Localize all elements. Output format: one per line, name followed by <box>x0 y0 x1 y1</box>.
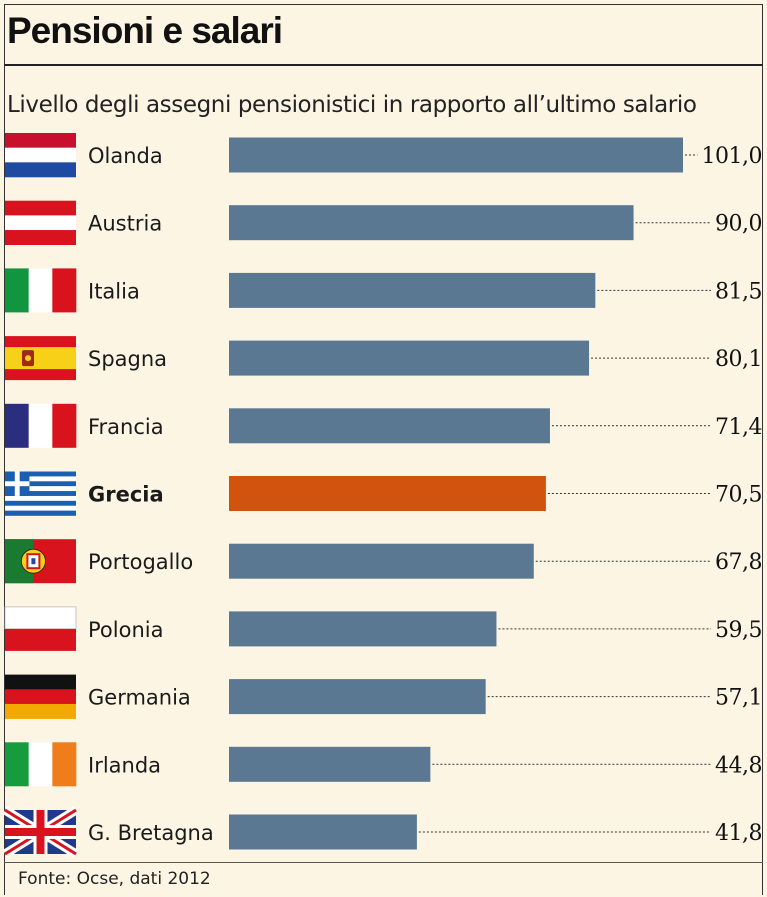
bar-polonia <box>229 611 497 647</box>
value-label-francia: 71,4 <box>715 415 762 440</box>
category-label-grecia: Grecia <box>88 483 164 507</box>
bar-austria <box>229 205 634 241</box>
category-label-spagna: Spagna <box>88 347 167 371</box>
category-label-austria: Austria <box>88 212 162 236</box>
bar-germania <box>229 679 486 715</box>
chart-frame <box>4 4 763 895</box>
category-label-g-bretagna: G. Bretagna <box>88 821 214 845</box>
value-label-polonia: 59,5 <box>715 618 762 643</box>
value-label-olanda: 101,0 <box>702 144 762 169</box>
bar-italia <box>229 272 596 308</box>
chart-title: Pensioni e salari <box>7 10 283 51</box>
flag-ireland-icon <box>5 742 77 787</box>
category-label-italia: Italia <box>88 279 140 303</box>
value-label-austria: 90,0 <box>715 212 762 237</box>
category-label-irlanda: Irlanda <box>88 753 161 777</box>
category-label-polonia: Polonia <box>88 618 163 642</box>
flag-poland-icon <box>4 606 77 651</box>
flag-italy-icon <box>5 268 77 313</box>
bar-g-bretagna <box>229 814 417 850</box>
value-label-portogallo: 67,8 <box>715 550 762 575</box>
flag-greece-icon <box>5 471 76 516</box>
value-label-germania: 57,1 <box>715 686 762 711</box>
bar-francia <box>229 408 550 444</box>
flag-austria-icon <box>5 200 76 245</box>
flag-portugal-icon <box>5 539 76 584</box>
bar-olanda <box>229 137 683 173</box>
bar-grecia <box>229 476 546 511</box>
value-label-italia: 81,5 <box>715 279 762 304</box>
category-label-portogallo: Portogallo <box>88 550 193 574</box>
category-label-francia: Francia <box>88 415 164 439</box>
value-label-grecia: 70,5 <box>715 483 762 508</box>
flag-united-kingdom-icon <box>2 806 79 858</box>
flag-netherlands-icon <box>5 133 76 178</box>
flag-france-icon <box>5 403 77 448</box>
category-label-germania: Germania <box>88 686 191 710</box>
flag-germany-icon <box>5 674 76 719</box>
chart-subtitle: Livello degli assegni pensionistici in r… <box>7 92 697 118</box>
title-rule <box>4 64 763 66</box>
top-rule <box>4 4 763 5</box>
source-rule <box>4 862 763 863</box>
category-label-olanda: Olanda <box>88 144 163 168</box>
flag-spain-icon <box>5 336 76 381</box>
value-label-g-bretagna: 41,8 <box>715 821 762 846</box>
bar-spagna <box>229 340 590 376</box>
value-label-spagna: 80,1 <box>715 347 762 372</box>
bar-portogallo <box>229 543 534 579</box>
bar-irlanda <box>229 746 431 782</box>
source-note: Fonte: Ocse, dati 2012 <box>18 869 211 889</box>
value-label-irlanda: 44,8 <box>715 753 762 778</box>
